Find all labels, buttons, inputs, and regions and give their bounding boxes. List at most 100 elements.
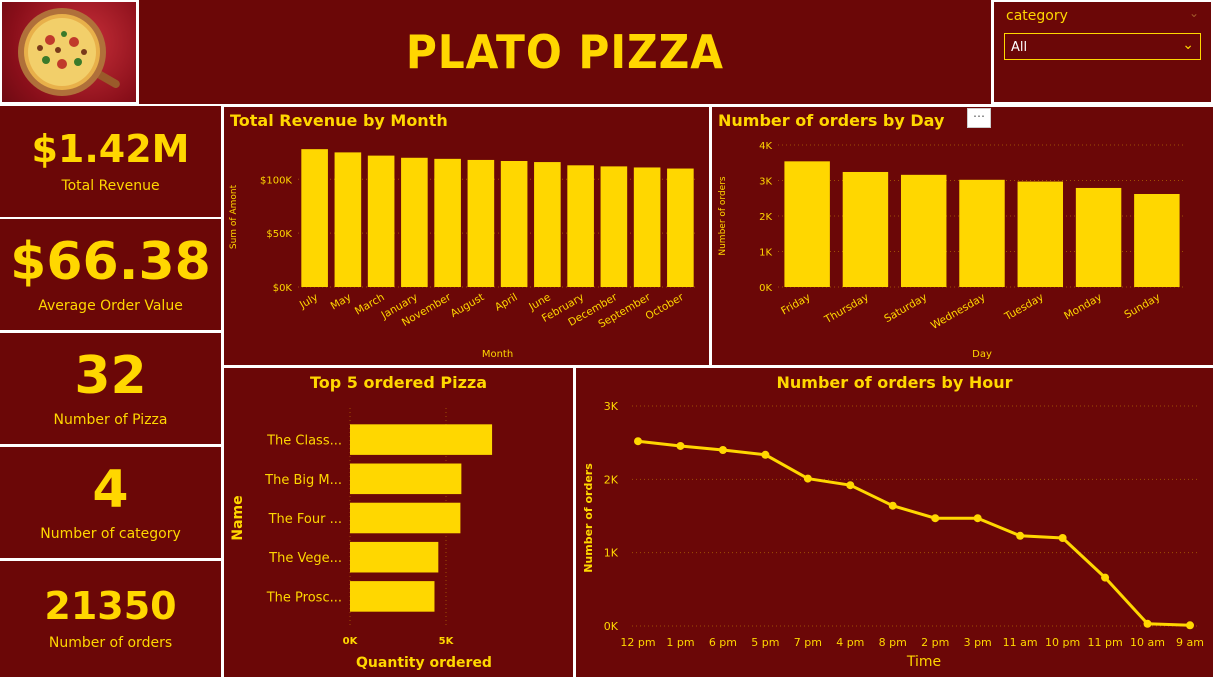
orders-by-hour-svg: 0K 1K 2K 3K 12 pm 1 pm 6 pm 5 pm 7 pm 4 pm 8 pm 2 p… xyxy=(582,400,1204,670)
data-point xyxy=(1186,621,1194,630)
bar xyxy=(633,167,661,287)
x-tick-label: Saturday xyxy=(882,291,929,325)
x-tick-label: 7 pm xyxy=(794,636,822,649)
x-tick-label: Tuesday xyxy=(1002,291,1046,323)
x-tick-label: Wednesday xyxy=(929,291,988,332)
top-pizza-svg: 0K 5K The Class... The Big M... The Four ...… xyxy=(230,408,493,671)
bar xyxy=(367,155,395,287)
x-tick-label: 2 pm xyxy=(921,636,949,649)
x-tick-label: October xyxy=(643,291,686,323)
y-tick-label: 1K xyxy=(759,248,772,259)
title-panel: PLATO PIZZA xyxy=(139,0,991,104)
kpi-label: Number of Pizza xyxy=(53,411,168,428)
y-axis-label: Number of orders xyxy=(582,463,595,573)
bar xyxy=(784,161,830,287)
y-axis-label: Number of orders xyxy=(718,176,728,256)
x-axis-label: Quantity ordered xyxy=(356,655,492,671)
category-dropdown-value: All xyxy=(1011,40,1028,55)
bar xyxy=(842,171,889,287)
y-tick-label: 1K xyxy=(604,547,619,560)
bar xyxy=(567,165,594,287)
chart-title: Number of orders by Day xyxy=(718,111,945,130)
bar xyxy=(1134,193,1180,287)
x-tick-label: 4 pm xyxy=(836,636,864,649)
chart-title: Total Revenue by Month xyxy=(230,111,448,130)
kpi-number-of-orders: 21350 Number of orders xyxy=(0,561,221,677)
data-point xyxy=(803,474,812,483)
kpi-label: Number of category xyxy=(40,525,181,542)
kpi-value: 32 xyxy=(74,345,147,406)
kpi-value: 4 xyxy=(92,459,129,520)
bar xyxy=(434,158,461,287)
category-dropdown[interactable]: All ⌄ xyxy=(1004,33,1201,60)
x-axis-label: Day xyxy=(972,349,992,360)
x-tick-label: 5 pm xyxy=(751,636,779,649)
page-title: PLATO PIZZA xyxy=(405,25,725,79)
bar xyxy=(401,157,428,287)
kpi-value: $66.38 xyxy=(10,231,211,292)
kpi-number-of-category: 4 Number of category xyxy=(0,447,221,558)
x-tick-label: April xyxy=(493,291,520,313)
y-tick-label: $0K xyxy=(273,283,293,294)
y-tick-label: The Four ... xyxy=(268,512,342,527)
y-tick-label: 0K xyxy=(604,620,619,633)
x-tick-label: July xyxy=(297,291,320,311)
kpi-label: Average Order Value xyxy=(38,297,183,314)
bar xyxy=(534,162,561,287)
chart-title: Number of orders by Hour xyxy=(776,373,1013,392)
data-point xyxy=(846,481,855,490)
y-tick-label: The Vege... xyxy=(268,551,342,566)
data-point xyxy=(761,450,770,459)
x-tick-label: 11 am xyxy=(1003,636,1038,649)
x-tick-label: 6 pm xyxy=(709,636,737,649)
kpi-label: Total Revenue xyxy=(61,177,160,194)
orders-by-day-chart: Number of orders by Day 0K 1K 2K 3K 4K Friday… xyxy=(712,107,1213,365)
x-tick-label: May xyxy=(329,291,354,312)
logo xyxy=(0,0,138,104)
kpi-average-order-value: $66.38 Average Order Value xyxy=(0,219,221,330)
y-tick-label: The Class... xyxy=(266,434,342,449)
x-tick-label: 3 pm xyxy=(964,636,992,649)
data-point xyxy=(1101,573,1110,582)
data-point xyxy=(1016,531,1025,540)
x-tick-label: 0K xyxy=(343,636,359,647)
orders-by-day-svg: 0K 1K 2K 3K 4K Friday Thursday Saturday Wednesda… xyxy=(718,141,1186,360)
bar xyxy=(467,159,495,287)
bar xyxy=(1017,181,1064,287)
bar xyxy=(1075,187,1122,287)
bar xyxy=(350,581,435,612)
kpi-number-of-pizza: 32 Number of Pizza xyxy=(0,333,221,444)
more-options-icon[interactable]: ⋯ xyxy=(967,108,991,128)
data-point xyxy=(718,446,727,454)
x-tick-label: Thursday xyxy=(822,291,871,326)
data-point xyxy=(676,441,685,450)
revenue-by-month-chart: Total Revenue by Month $0K $50K $100K July M… xyxy=(224,107,709,365)
bar xyxy=(350,463,462,495)
x-tick-label: Sunday xyxy=(1122,291,1162,321)
pizza-image xyxy=(2,2,136,102)
top-pizza-chart: Top 5 ordered Pizza 0K 5K The Class... The … xyxy=(224,368,573,677)
x-tick-label: 10 pm xyxy=(1045,636,1080,649)
x-tick-label: Monday xyxy=(1062,291,1104,322)
x-axis-label: Time xyxy=(906,654,941,670)
x-tick-label: 9 am xyxy=(1176,636,1204,649)
x-tick-label: 12 pm xyxy=(620,636,655,649)
x-tick-label: 5K xyxy=(439,636,455,647)
x-tick-label: 10 am xyxy=(1130,636,1165,649)
y-tick-label: 3K xyxy=(604,400,619,413)
bar xyxy=(350,424,493,455)
slicer-collapse-icon[interactable]: ⌄ xyxy=(1188,6,1199,20)
x-axis-label: Month xyxy=(482,349,513,360)
x-tick-label: 1 pm xyxy=(666,636,694,649)
bar xyxy=(667,168,694,287)
data-point xyxy=(1143,619,1152,628)
kpi-value: 21350 xyxy=(44,584,177,628)
kpi-total-revenue: $1.42M Total Revenue xyxy=(0,106,221,217)
x-tick-label: August xyxy=(449,291,487,320)
y-tick-label: 2K xyxy=(759,212,772,223)
y-tick-label: $50K xyxy=(266,229,292,240)
category-slicer: category ⌄ All ⌄ xyxy=(992,0,1213,104)
bar xyxy=(600,166,628,287)
bar xyxy=(500,161,528,287)
